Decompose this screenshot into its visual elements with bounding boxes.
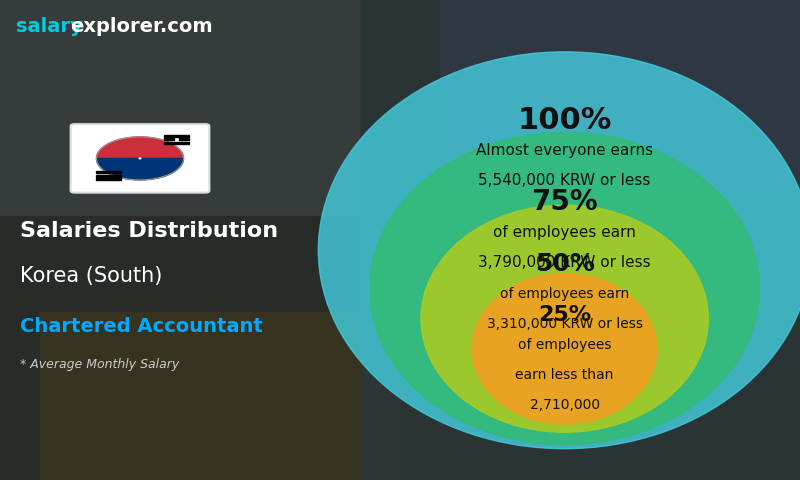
Bar bbox=[179, 138, 189, 140]
Circle shape bbox=[139, 158, 141, 159]
Bar bbox=[0, 0, 360, 216]
Text: 3,310,000 KRW or less: 3,310,000 KRW or less bbox=[486, 317, 642, 331]
Bar bbox=[165, 142, 189, 144]
Text: of employees earn: of employees earn bbox=[500, 287, 630, 301]
Text: of employees earn: of employees earn bbox=[493, 225, 636, 240]
Text: 75%: 75% bbox=[531, 188, 598, 216]
Polygon shape bbox=[97, 137, 183, 158]
Text: Salaries Distribution: Salaries Distribution bbox=[20, 221, 278, 241]
Text: Chartered Accountant: Chartered Accountant bbox=[20, 317, 262, 336]
Bar bbox=[360, 0, 800, 480]
Text: 5,540,000 KRW or less: 5,540,000 KRW or less bbox=[478, 173, 651, 188]
Text: Korea (South): Korea (South) bbox=[20, 266, 162, 287]
Bar bbox=[165, 135, 189, 137]
Text: earn less than: earn less than bbox=[515, 368, 614, 382]
FancyBboxPatch shape bbox=[70, 124, 210, 192]
Ellipse shape bbox=[421, 205, 708, 432]
Bar bbox=[97, 171, 121, 173]
Bar bbox=[165, 138, 174, 140]
Text: 50%: 50% bbox=[534, 252, 594, 276]
Text: 2,710,000: 2,710,000 bbox=[530, 398, 600, 412]
Text: 25%: 25% bbox=[538, 305, 591, 324]
Ellipse shape bbox=[472, 274, 657, 424]
Text: * Average Monthly Salary: * Average Monthly Salary bbox=[20, 358, 179, 371]
Text: of employees: of employees bbox=[518, 338, 611, 352]
Text: Almost everyone earns: Almost everyone earns bbox=[476, 143, 653, 158]
Ellipse shape bbox=[370, 132, 760, 444]
Bar bbox=[97, 178, 121, 180]
Text: explorer.com: explorer.com bbox=[70, 17, 213, 36]
Polygon shape bbox=[97, 158, 183, 180]
Text: 3,790,000 KRW or less: 3,790,000 KRW or less bbox=[478, 255, 651, 270]
Bar bbox=[97, 175, 121, 177]
Ellipse shape bbox=[318, 52, 800, 449]
Text: salary: salary bbox=[16, 17, 82, 36]
Text: 100%: 100% bbox=[518, 106, 612, 135]
Bar bbox=[440, 0, 800, 192]
Bar bbox=[0, 216, 400, 480]
Bar bbox=[40, 312, 360, 480]
